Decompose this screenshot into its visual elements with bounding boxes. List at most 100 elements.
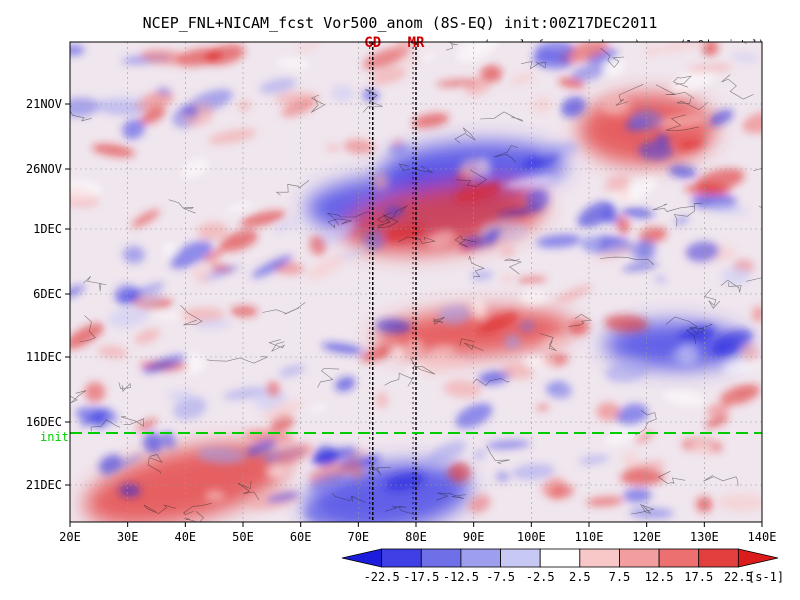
texture-patch — [509, 72, 536, 86]
texture-patch — [278, 364, 305, 377]
texture-patch — [421, 52, 437, 63]
texture-patch — [711, 329, 753, 357]
texture-patch — [108, 306, 150, 328]
colorbar-swatch — [658, 548, 700, 568]
texture-patch — [391, 345, 405, 361]
texture-patch — [709, 204, 749, 215]
contour-line — [665, 114, 699, 132]
texture-patch — [101, 453, 143, 477]
texture-patch — [634, 431, 654, 444]
contour-line — [70, 390, 87, 404]
texture-patch — [70, 44, 85, 56]
texture-patch — [362, 89, 380, 102]
contour-line — [327, 210, 370, 226]
texture-patch — [309, 235, 327, 256]
texture-patch — [273, 218, 300, 234]
contour-line — [398, 163, 433, 173]
texture-patch — [701, 42, 719, 57]
texture-patch — [705, 414, 729, 428]
texture-patch — [604, 422, 643, 447]
contour-line — [332, 492, 367, 503]
texture-patch — [266, 381, 281, 397]
texture-patch — [519, 289, 548, 306]
texture-patch — [219, 230, 258, 252]
contour-line — [630, 504, 655, 515]
texture-patch — [454, 182, 503, 202]
texture-patch — [245, 439, 277, 457]
texture-patch — [139, 106, 166, 125]
texture-patch — [596, 402, 621, 421]
texture-patch — [656, 42, 706, 54]
texture-patch — [335, 376, 356, 392]
texture-patch — [511, 463, 555, 480]
x-tick-label: 100E — [517, 530, 546, 544]
texture-patch — [654, 275, 667, 284]
contour-line — [168, 199, 196, 214]
texture-patch — [395, 42, 417, 53]
x-tick-label: 80E — [405, 530, 427, 544]
texture-patch — [104, 95, 147, 105]
texture-patch — [630, 240, 652, 262]
x-tick-label: 130E — [690, 530, 719, 544]
texture-patch — [388, 143, 410, 156]
contour-line — [539, 333, 557, 351]
y-tick-label: 1DEC — [33, 222, 62, 236]
contour-line — [432, 316, 445, 325]
texture-patch — [251, 255, 293, 278]
contour-line — [468, 256, 485, 277]
texture-patch — [180, 105, 199, 116]
texture-patch — [230, 306, 258, 317]
colorbar-swatch — [698, 548, 739, 568]
contour-line — [454, 235, 477, 248]
contour-line — [70, 105, 92, 122]
texture-patch — [662, 390, 705, 406]
texture-patch — [536, 404, 549, 411]
texture-patch — [668, 165, 697, 179]
contour-line — [720, 279, 742, 293]
texture-patch — [721, 265, 751, 286]
contour-line — [79, 315, 96, 343]
texture-patch — [338, 245, 371, 261]
contour-line — [703, 474, 739, 487]
texture-patch — [114, 284, 140, 306]
texture-patch — [163, 242, 178, 259]
colorbar-swatch — [500, 548, 541, 568]
marker-label-gd: GD — [364, 35, 381, 51]
texture-patch — [173, 396, 207, 420]
texture-patch — [385, 472, 425, 492]
colorbar-swatch — [539, 548, 581, 568]
contour-line — [456, 169, 487, 187]
colorbar-swatch — [460, 548, 501, 568]
texture-patch — [265, 465, 286, 478]
colorbar-level-label: -2.5 — [526, 570, 555, 584]
texture-patch — [274, 443, 313, 465]
texture-patch — [438, 357, 468, 369]
contour-line — [521, 61, 547, 70]
texture-patch — [603, 59, 625, 77]
contour-line — [673, 203, 703, 227]
texture-patch — [708, 109, 734, 126]
texture-patch — [516, 276, 547, 284]
texture-patch — [275, 58, 312, 70]
texture-patch — [629, 109, 664, 131]
texture-patch — [203, 248, 226, 263]
texture-patch — [383, 205, 405, 219]
contour-line — [410, 358, 436, 375]
contour-line — [317, 368, 340, 388]
contour-line — [703, 288, 721, 309]
texture-patch — [471, 297, 488, 319]
texture-patch — [305, 506, 328, 522]
texture-patch — [375, 392, 389, 408]
colorbar-swatch — [381, 548, 422, 568]
texture-patch — [259, 78, 297, 94]
texture-patch — [131, 209, 160, 228]
x-tick-label: 50E — [232, 530, 254, 544]
texture-patch — [604, 314, 648, 333]
texture-patch — [531, 96, 553, 114]
y-axis: 21NOV 26NOV 1DEC 6DEC 11DEC 16DEC 21DEC — [26, 97, 70, 492]
x-axis: 20E 30E 40E 50E 60E 70E 80E 90E 100E 110E 120E 130E… — [59, 522, 776, 544]
texture-patch — [456, 42, 499, 63]
texture-patch — [580, 233, 598, 254]
texture-patch — [637, 225, 655, 237]
texture-patch — [92, 143, 135, 158]
